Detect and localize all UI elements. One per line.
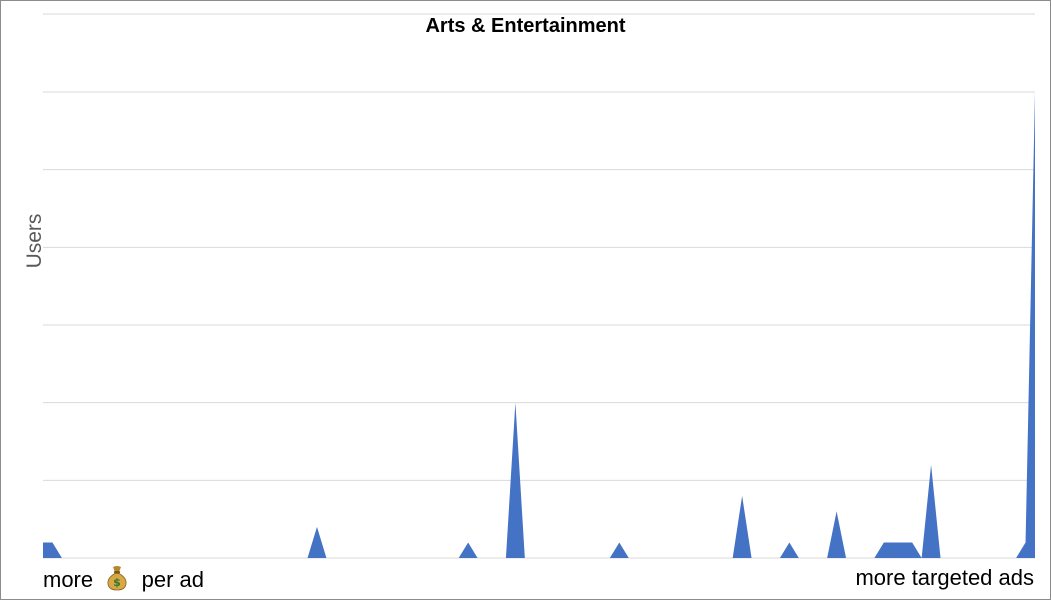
x-axis-label-left-text-2: per ad [135,567,204,592]
x-axis-label-left-text-1: more [43,567,100,592]
svg-text:$: $ [114,576,122,589]
money-bag-icon: $ [107,566,127,591]
x-axis-label-left: more $ per ad [43,565,204,593]
series-area-0 [43,92,1035,558]
y-axis-label: Users [23,213,46,269]
x-axis-label-right: more targeted ads [855,565,1034,590]
chart-title: Arts & Entertainment [425,15,626,37]
